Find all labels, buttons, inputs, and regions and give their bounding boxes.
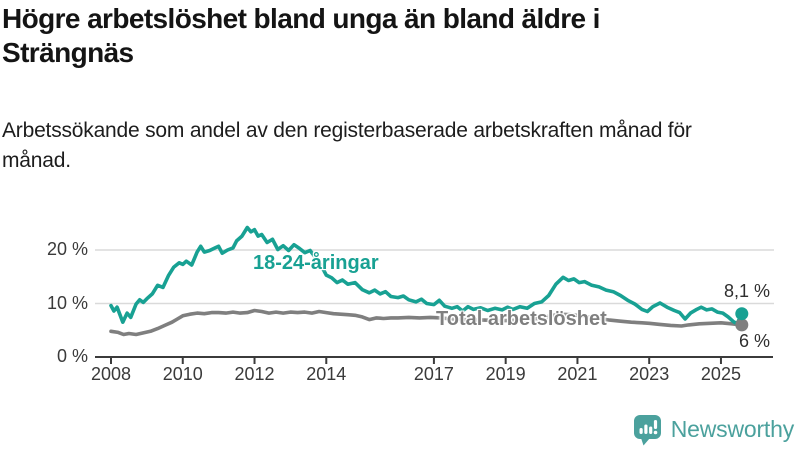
x-tick-label-2012: 2012 xyxy=(234,364,275,384)
newsworthy-logo-text: Newsworthy xyxy=(670,416,794,442)
series-label-total: Total arbetslöshet xyxy=(436,308,607,330)
series-label-18-24: 18-24-åringar xyxy=(253,252,379,274)
y-tick-label-0: 0 % xyxy=(56,346,88,366)
x-tick-label-2023: 2023 xyxy=(629,364,670,384)
series-line-Total arbetslöshet[interactable] xyxy=(109,308,744,337)
series-line-18-24-åringar[interactable] xyxy=(109,225,744,326)
x-tick-label-2021: 2021 xyxy=(557,364,598,384)
x-tick-label-2017: 2017 xyxy=(413,364,454,384)
x-tick-label-2010: 2010 xyxy=(162,364,203,384)
x-tick-label-2025: 2025 xyxy=(700,364,741,384)
page-title: Högre arbetslöshet bland unga än bland ä… xyxy=(2,3,600,68)
end-value-label-total: 6 % xyxy=(738,331,770,351)
end-value-label-18-24: 8,1 % xyxy=(723,281,770,301)
end-point-18-24-åringar[interactable] xyxy=(735,307,749,321)
newsworthy-logo-icon xyxy=(633,415,661,446)
newsworthy-logo[interactable]: Newsworthy xyxy=(632,413,794,446)
y-tick-label-10: 10 % xyxy=(46,292,88,313)
y-tick-label-20: 20 % xyxy=(46,239,88,259)
end-point-Total arbetslöshet[interactable] xyxy=(735,318,749,332)
chart-subtitle: Arbetssökande som andel av den registerb… xyxy=(2,119,692,173)
x-tick-label-2019: 2019 xyxy=(485,364,526,384)
x-tick-label-2014: 2014 xyxy=(306,364,347,384)
x-tick-label-2008: 2008 xyxy=(90,364,132,384)
